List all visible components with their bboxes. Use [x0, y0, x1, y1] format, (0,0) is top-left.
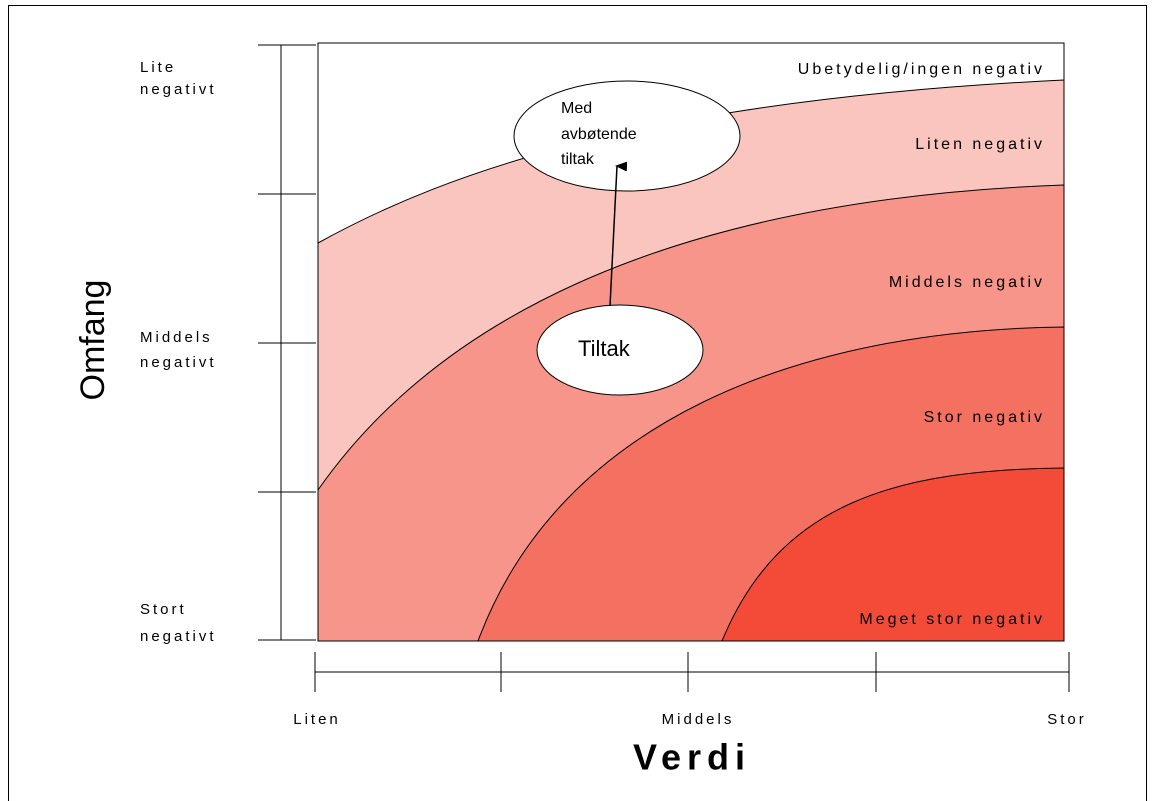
- y-title: Omfang: [74, 280, 112, 401]
- y-axis: [258, 44, 316, 641]
- frame: [8, 5, 1147, 801]
- zone-label: Ubetydelig/ingen negativ: [798, 61, 1045, 78]
- ellipse-label: avbøtende: [561, 126, 637, 143]
- ellipse-label: Med: [561, 100, 592, 117]
- zone-label: Meget stor negativ: [859, 611, 1045, 628]
- arrow: [609, 161, 628, 307]
- zone-label: Liten negativ: [915, 136, 1045, 153]
- x-label: Liten: [293, 711, 341, 728]
- x-label: Middels: [662, 711, 735, 728]
- ellipse-label: tiltak: [561, 151, 595, 168]
- y-label: Lite: [140, 59, 176, 76]
- y-label: Middels: [140, 329, 213, 346]
- plot-border: [317, 42, 1065, 642]
- zone-label: Middels negativ: [889, 274, 1045, 291]
- ellipse: [536, 304, 704, 396]
- x-axis: [314, 652, 1070, 692]
- y-label: negativt: [140, 354, 217, 371]
- zone-label: Stor negativ: [924, 409, 1045, 426]
- x-title: Verdi: [633, 737, 751, 778]
- zone-band: [721, 467, 1065, 642]
- x-label: Stor: [1047, 711, 1087, 728]
- y-label: Stort: [140, 601, 187, 618]
- ellipse: [513, 80, 741, 192]
- y-label: negativt: [140, 81, 217, 98]
- ellipse-label: Tiltak: [578, 336, 631, 361]
- y-label: negativt: [140, 628, 217, 645]
